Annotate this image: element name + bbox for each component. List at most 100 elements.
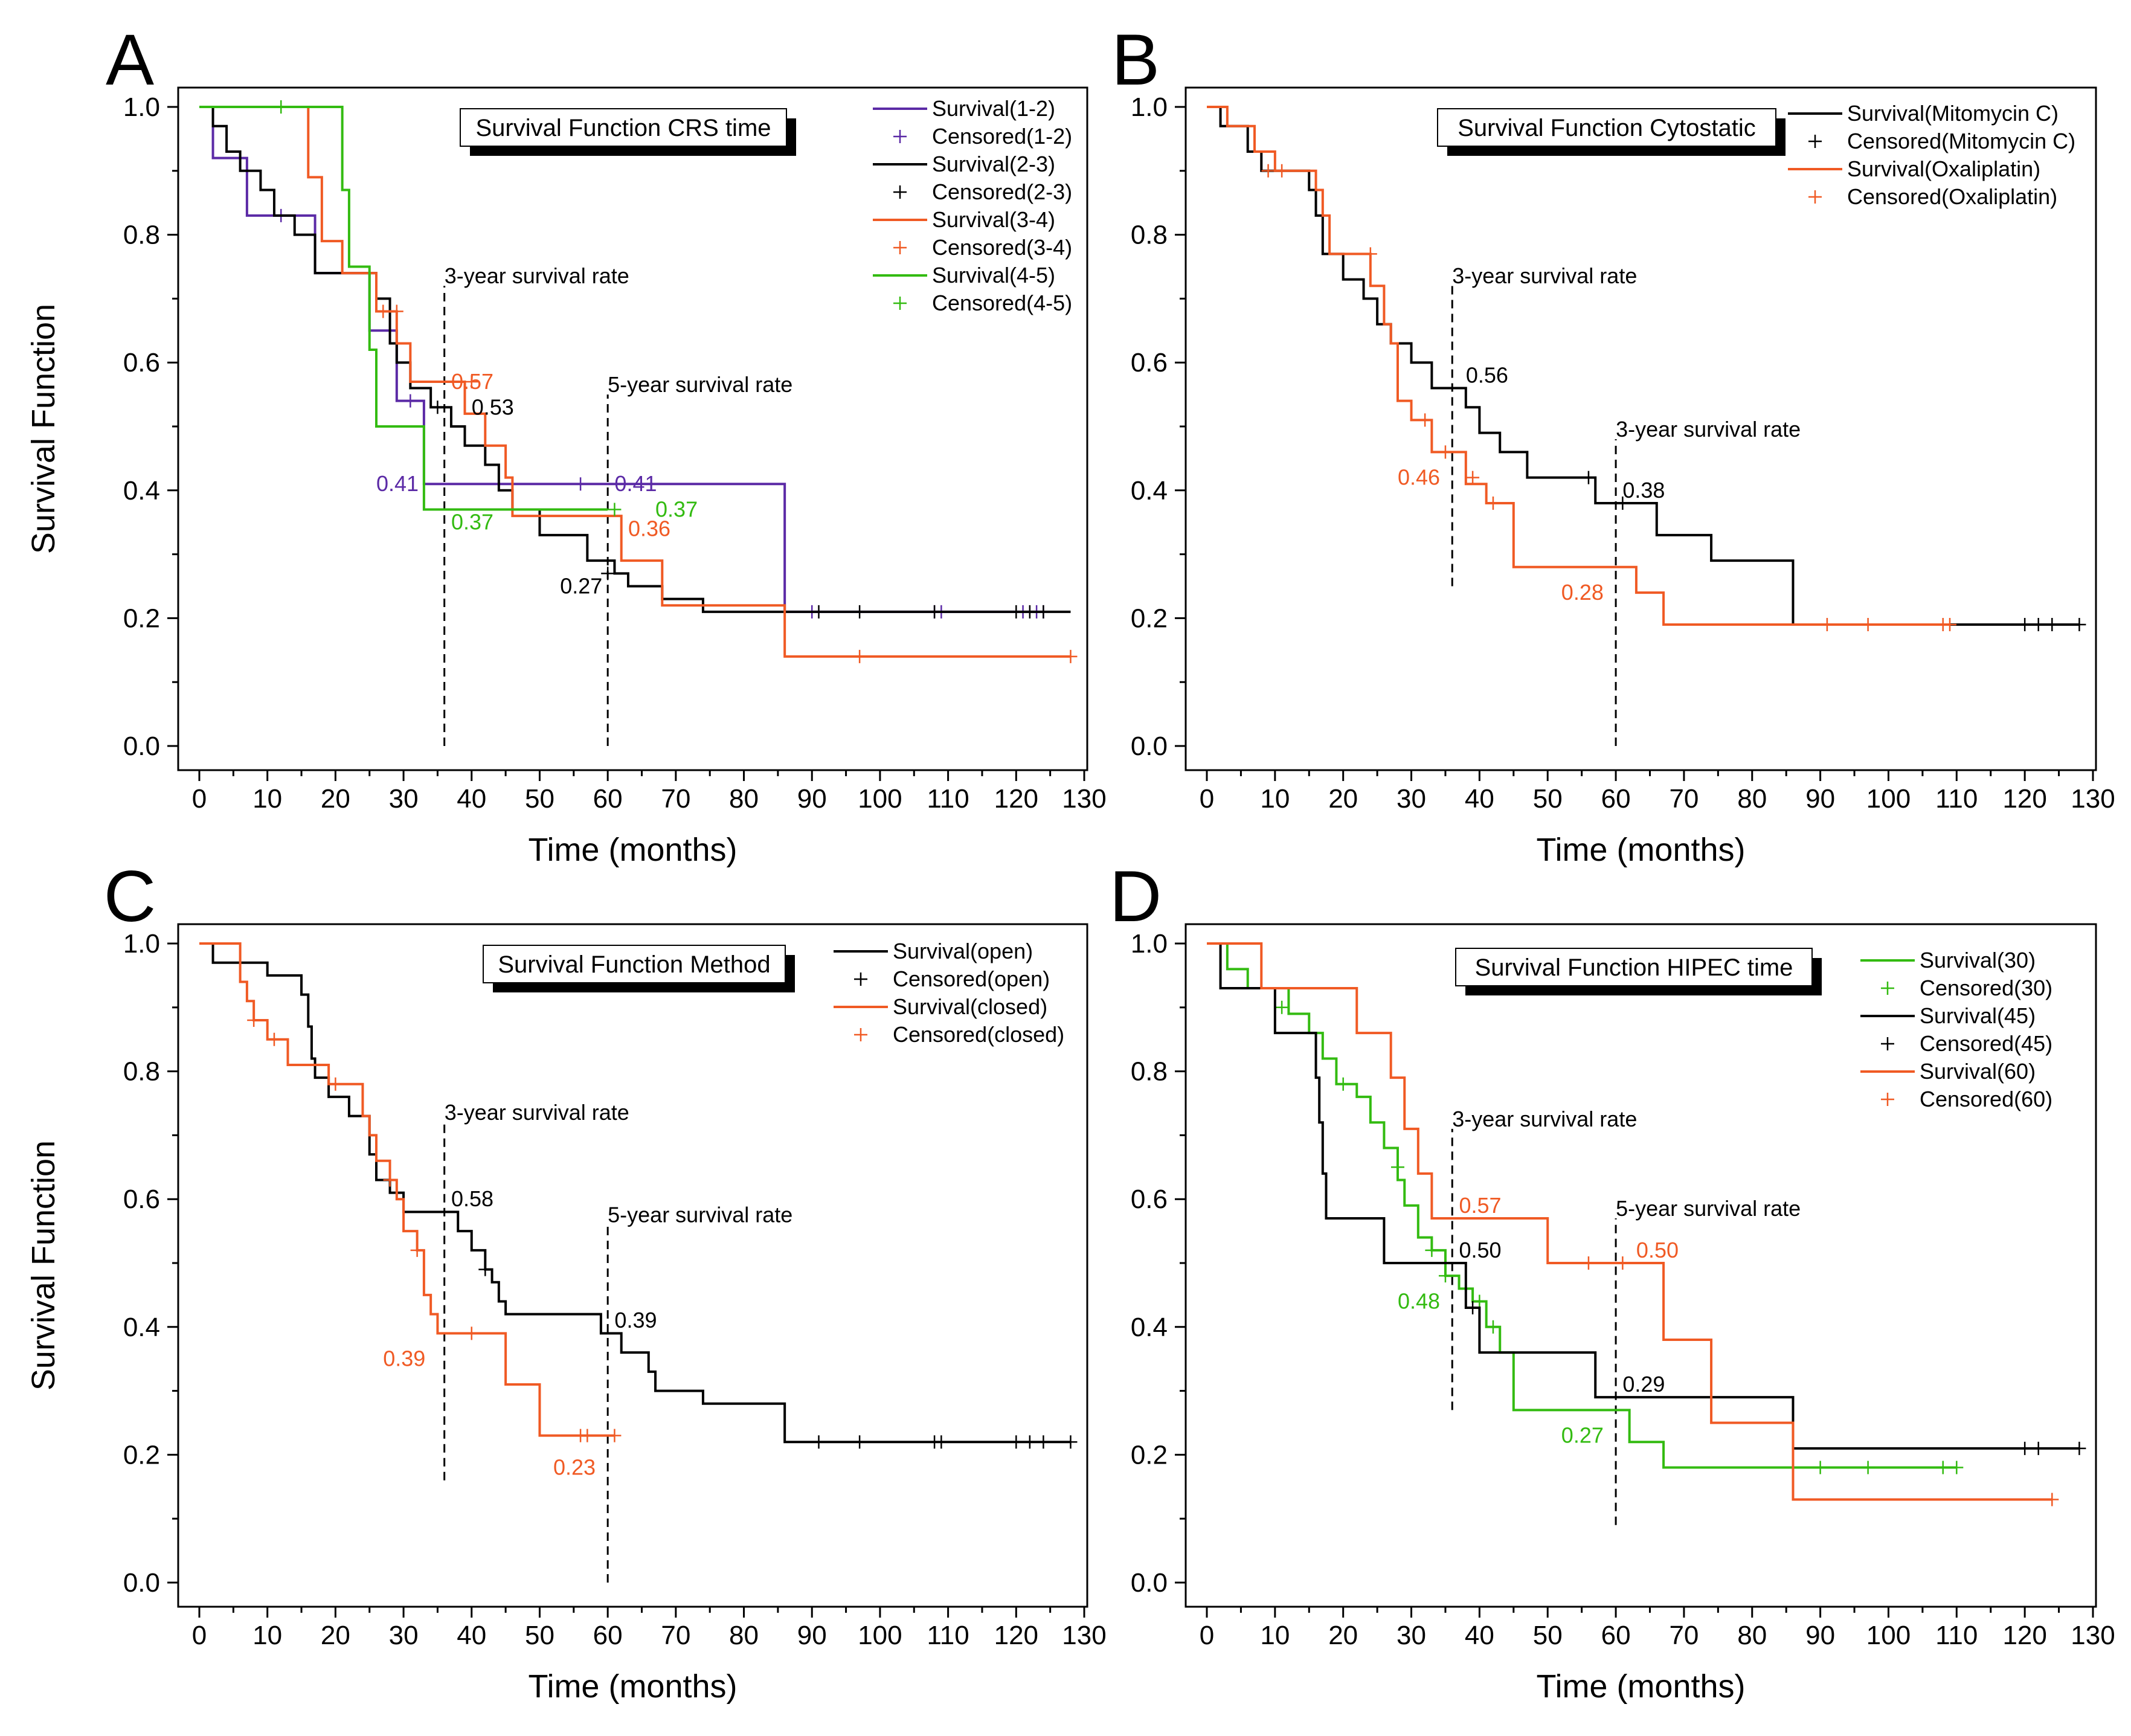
censor-mark — [403, 394, 417, 408]
y-tick-label: 1.0 — [1131, 92, 1168, 122]
legend-survival-label: Survival(open) — [893, 939, 1033, 963]
legend-survival-label: Survival(closed) — [893, 994, 1047, 1019]
legend-survival-label: Survival(30) — [1920, 948, 2036, 972]
y-tick-label: 0.6 — [1131, 1185, 1168, 1214]
value-annotation: 0.56 — [1466, 362, 1508, 387]
censor-mark — [1037, 1435, 1050, 1449]
value-annotation: 0.41 — [614, 471, 657, 496]
chart-title: Survival Function CRS time — [475, 115, 771, 141]
y-tick-label: 0.4 — [1131, 476, 1168, 506]
x-tick-label: 70 — [1669, 1621, 1699, 1650]
x-tick-label: 50 — [525, 784, 554, 814]
x-tick-label: 20 — [1328, 784, 1358, 814]
series-2 — [1207, 942, 2059, 1506]
chart-title: Survival Function Method — [498, 951, 770, 978]
censor-mark — [1009, 1435, 1023, 1449]
censor-mark — [2072, 617, 2086, 631]
legend: Survival(30) Censored(30) Survival(45) Cens… — [1860, 948, 2052, 1111]
censor-mark — [853, 649, 867, 663]
series-0 — [199, 942, 1078, 1449]
y-tick-label: 0.0 — [1131, 731, 1168, 761]
legend-censor-mark — [893, 241, 907, 254]
x-tick-label: 110 — [1935, 1621, 1978, 1650]
value-annotation: 0.48 — [1398, 1288, 1440, 1313]
censor-mark — [1261, 164, 1275, 178]
x-tick-label: 100 — [1866, 1621, 1911, 1650]
series-1 — [1207, 106, 1957, 631]
value-annotation: 0.39 — [383, 1346, 425, 1371]
legend-survival-label: Survival(Mitomycin C) — [1847, 101, 2059, 126]
x-tick-label: 40 — [457, 1621, 486, 1650]
x-tick-label: 100 — [858, 784, 902, 814]
series-1 — [1207, 942, 2086, 1455]
chart-title: Survival Function HIPEC time — [1475, 954, 1793, 981]
y-tick-label: 0.8 — [123, 220, 160, 250]
y-tick-label: 0.0 — [123, 731, 160, 761]
x-tick-label: 70 — [1669, 784, 1699, 814]
survival-curve — [199, 106, 608, 511]
x-tick-label: 90 — [797, 784, 827, 814]
legend-survival-label: Survival(2-3) — [932, 152, 1055, 176]
censor-mark — [1466, 471, 1480, 484]
panel-letter: A — [106, 19, 154, 100]
censor-mark — [853, 1435, 867, 1449]
censor-mark — [601, 567, 615, 580]
legend-censor-mark — [1808, 190, 1822, 204]
value-annotation: 0.29 — [1622, 1372, 1665, 1397]
value-annotation: 0.36 — [628, 516, 670, 541]
legend-survival-label: Survival(Oxaliplatin) — [1847, 156, 2040, 181]
censor-mark — [2045, 1493, 2059, 1506]
legend: Survival(Mitomycin C) Censored(Mitomycin … — [1788, 101, 2075, 209]
survival-curve — [1207, 942, 2052, 1501]
y-tick-label: 1.0 — [123, 92, 160, 122]
x-tick-label: 40 — [457, 784, 486, 814]
censor-mark — [376, 304, 390, 318]
y-tick-label: 1.0 — [1131, 929, 1168, 959]
censor-mark — [1336, 1077, 1350, 1091]
y-tick-label: 0.4 — [123, 476, 160, 506]
y-axis-label: Survival Function — [25, 1140, 62, 1390]
x-tick-label: 110 — [927, 784, 969, 814]
survival-curve — [1207, 106, 1950, 626]
y-tick-label: 0.2 — [123, 1440, 160, 1470]
censor-mark — [1486, 496, 1500, 510]
x-tick-label: 50 — [1533, 784, 1563, 814]
censor-mark — [1813, 1461, 1827, 1474]
legend-censored-label: Censored(60) — [1920, 1087, 2052, 1111]
title-box — [1455, 948, 1813, 986]
reference-line-label: 3-year survival rate — [445, 263, 629, 288]
censor-mark — [1438, 445, 1452, 459]
legend-survival-label: Survival(60) — [1920, 1059, 2036, 1084]
value-annotation: 0.50 — [1636, 1238, 1679, 1262]
censor-mark — [853, 605, 867, 619]
legend-censor-mark — [854, 972, 867, 986]
censor-mark — [1950, 1461, 1964, 1474]
censor-mark — [1473, 1294, 1487, 1308]
censor-mark — [580, 1429, 594, 1442]
x-tick-label: 50 — [1533, 1621, 1563, 1650]
reference-line-label: 5-year survival rate — [1616, 1196, 1801, 1221]
censor-mark — [274, 100, 288, 114]
legend-survival-label: Survival(3-4) — [932, 207, 1055, 232]
censor-mark — [608, 503, 622, 516]
y-tick-label: 0.6 — [123, 1185, 160, 1214]
censor-mark — [2031, 1441, 2045, 1455]
series-0 — [1207, 106, 2086, 631]
legend-censored-label: Censored(Oxaliplatin) — [1847, 184, 2057, 209]
x-tick-label: 130 — [2071, 1621, 2115, 1650]
x-axis-label: Time (months) — [1536, 1668, 1745, 1705]
censor-mark — [1418, 413, 1432, 427]
series-1 — [199, 106, 1071, 619]
censor-mark — [383, 1173, 397, 1187]
censor-mark — [1861, 617, 1875, 631]
x-tick-label: 70 — [661, 784, 690, 814]
x-tick-label: 120 — [994, 784, 1038, 814]
censor-mark — [267, 1032, 281, 1046]
panel-letter: D — [1110, 856, 1162, 937]
x-tick-label: 130 — [2071, 784, 2115, 814]
legend-censored-label: Censored(3-4) — [932, 235, 1072, 260]
censor-mark — [1390, 1160, 1404, 1174]
x-tick-label: 80 — [1737, 1621, 1767, 1650]
censor-mark — [1581, 1256, 1595, 1270]
y-tick-label: 0.8 — [123, 1057, 160, 1087]
